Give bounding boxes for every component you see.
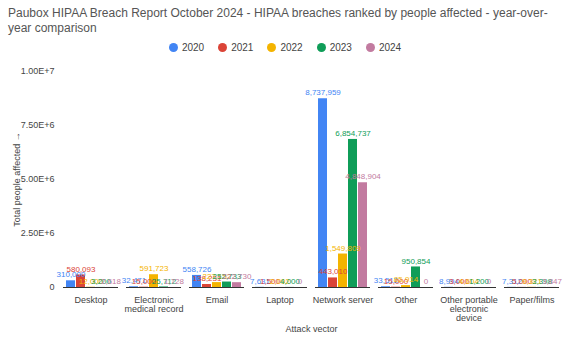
svg-text:7.50E+6: 7.50E+6: [21, 120, 55, 130]
svg-text:5.00E+6: 5.00E+6: [21, 174, 55, 184]
svg-text:0: 0: [298, 277, 303, 286]
svg-text:6,854,737: 6,854,737: [335, 129, 371, 138]
svg-text:8,737,959: 8,737,959: [305, 88, 341, 97]
svg-text:Paper/films: Paper/films: [509, 295, 555, 305]
svg-text:3,847: 3,847: [542, 277, 563, 286]
svg-text:2.50E+6: 2.50E+6: [21, 228, 55, 238]
svg-text:4,848,904: 4,848,904: [345, 172, 381, 181]
svg-text:Laptop: Laptop: [266, 295, 294, 305]
html-text:Paubox HIPAA Breach Report Oct: Paubox HIPAA Breach Report October 2024 …: [8, 6, 548, 35]
svg-text:591,723: 591,723: [140, 264, 169, 273]
svg-text:Other: Other: [395, 295, 418, 305]
svg-text:222,730: 222,730: [223, 272, 252, 281]
svg-text:15,000: 15,000: [131, 276, 157, 286]
svg-text:85,914: 85,914: [394, 275, 419, 284]
svg-text:Electronicmedical record: Electronicmedical record: [124, 295, 183, 314]
svg-text:950,854: 950,854: [402, 257, 431, 266]
svg-text:4,000: 4,000: [280, 277, 300, 286]
svg-text:0: 0: [424, 277, 429, 286]
svg-text:1,549,809: 1,549,809: [325, 244, 361, 253]
svg-text:310,000: 310,000: [56, 270, 86, 280]
svg-text:1,728: 1,728: [164, 277, 185, 286]
html-text:2020: 2020: [181, 42, 205, 53]
svg-text:Network server: Network server: [313, 295, 374, 305]
svg-text:Attack vector: Attack vector: [285, 324, 337, 334]
svg-text:1.00E+7: 1.00E+7: [21, 66, 55, 76]
svg-text:Total people affected →: Total people affected →: [12, 132, 22, 226]
svg-text:0: 0: [487, 277, 492, 286]
html-text:2023: 2023: [329, 42, 352, 53]
svg-text:558,726: 558,726: [182, 265, 212, 274]
html-text:2021: 2021: [231, 42, 254, 53]
svg-text:Desktop: Desktop: [74, 295, 107, 305]
html-text:2024: 2024: [378, 42, 402, 53]
svg-text:2,618: 2,618: [101, 277, 122, 286]
svg-text:Email: Email: [206, 295, 229, 305]
svg-text:580,093: 580,093: [67, 265, 96, 274]
svg-text:Other portableelectronicdevice: Other portableelectronicdevice: [440, 295, 498, 323]
html-text:2022: 2022: [280, 42, 303, 53]
svg-text:0: 0: [49, 282, 54, 292]
svg-text:1,200: 1,200: [469, 277, 489, 286]
svg-text:443,010: 443,010: [319, 267, 348, 276]
